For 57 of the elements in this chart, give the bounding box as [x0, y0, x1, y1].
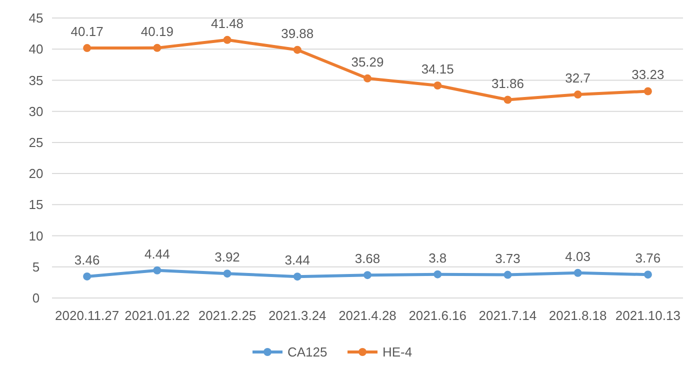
point	[223, 270, 232, 278]
data-label: 3.68	[354, 251, 380, 266]
x-tick-label: 2021.3.24	[268, 308, 326, 323]
x-tick-label: 2021.01.22	[124, 308, 190, 323]
x-tick-label: 2020.11.27	[55, 308, 120, 323]
data-label: 41.48	[211, 16, 244, 31]
x-tick-label: 2021.10.13	[615, 308, 680, 323]
x-tick-label: 2021.2.25	[198, 308, 256, 323]
data-label: 3.8	[428, 250, 447, 266]
data-label: 4.03	[565, 248, 590, 264]
y-tick-label: 15	[28, 197, 44, 212]
data-label: 4.44	[144, 246, 170, 262]
x-tick-label: 2021.8.18	[548, 308, 607, 323]
point	[293, 46, 302, 54]
point	[83, 272, 92, 280]
data-label: 31.86	[491, 76, 524, 91]
data-label: 40.19	[140, 24, 174, 39]
point	[364, 74, 372, 82]
y-tick-label: 10	[28, 228, 44, 244]
data-label: 34.15	[421, 62, 454, 77]
point	[364, 271, 372, 280]
y-tick-label: 25	[28, 134, 44, 150]
point	[644, 87, 652, 96]
point	[153, 44, 162, 52]
x-tick-label: 2021.6.16	[408, 308, 467, 323]
y-tick-label: 20	[28, 166, 44, 182]
y-tick-label: 30	[28, 104, 44, 119]
point	[434, 82, 442, 90]
point	[83, 44, 92, 52]
legend-label: HE-4	[382, 344, 412, 360]
point	[504, 270, 512, 279]
x-tick-label: 2021.4.28	[338, 308, 396, 323]
data-label: 40.17	[70, 24, 104, 40]
data-label: 33.23	[632, 67, 664, 82]
data-label: 32.7	[565, 70, 590, 86]
point	[293, 272, 302, 281]
data-label: 3.92	[214, 250, 240, 265]
data-label: 3.46	[74, 252, 100, 268]
point	[504, 96, 512, 104]
y-tick-label: 40	[28, 42, 44, 57]
data-label: 39.88	[281, 26, 314, 41]
data-label: 35.29	[351, 54, 384, 70]
point	[434, 270, 442, 278]
point	[153, 266, 162, 274]
data-label: 3.73	[495, 250, 520, 266]
y-tick-label: 0	[32, 290, 40, 306]
data-label: 3.44	[284, 252, 310, 268]
point	[574, 90, 582, 99]
data-label: 3.76	[635, 250, 661, 266]
point	[574, 268, 582, 277]
point	[644, 270, 652, 279]
point	[223, 36, 232, 44]
y-tick-label: 5	[32, 259, 40, 274]
y-tick-label: 35	[28, 72, 44, 88]
x-tick-label: 2021.7.14	[478, 308, 537, 323]
y-tick-label: 45	[28, 10, 44, 26]
legend-label: CA125	[288, 344, 328, 360]
